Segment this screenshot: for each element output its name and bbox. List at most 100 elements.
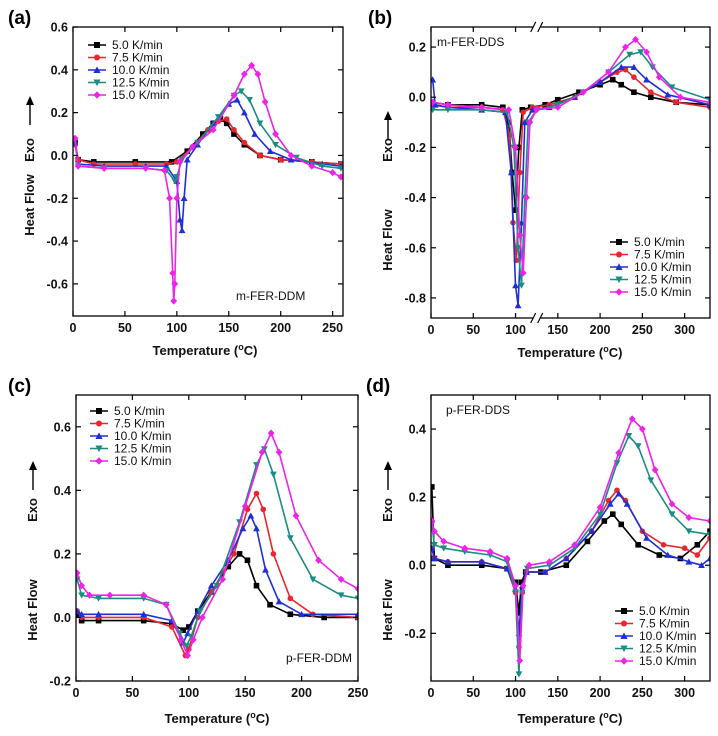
data-point xyxy=(525,561,533,569)
y-tick-label: 0.4 xyxy=(51,63,68,77)
y-tick-label: -0.4 xyxy=(46,235,68,249)
data-point xyxy=(196,608,204,615)
x-axis-title: Temperature (oC) xyxy=(518,344,623,360)
axis-break-mark xyxy=(530,312,537,324)
data-point xyxy=(236,551,243,557)
exo-arrow-head xyxy=(26,96,34,105)
data-point xyxy=(681,545,688,552)
data-point xyxy=(258,448,266,456)
data-point xyxy=(648,94,654,101)
y-axis-title: Heat Flow xyxy=(380,578,395,640)
data-point xyxy=(287,595,294,602)
data-point xyxy=(618,521,625,528)
y-axis-title: Heat Flow xyxy=(25,578,40,640)
data-point xyxy=(95,595,102,602)
data-point xyxy=(95,610,102,618)
degree-sup: o xyxy=(603,344,609,354)
data-point xyxy=(166,194,173,202)
x-tick-label: 150 xyxy=(235,686,256,700)
data-point xyxy=(632,35,639,44)
data-point xyxy=(588,527,596,534)
x-tick-label: 150 xyxy=(218,321,239,335)
series-group xyxy=(73,61,343,305)
data-point xyxy=(533,106,541,114)
data-point xyxy=(698,561,705,569)
data-point xyxy=(620,632,628,639)
data-point xyxy=(512,143,519,152)
data-point xyxy=(431,555,438,562)
data-point xyxy=(628,415,636,423)
data-point xyxy=(571,545,579,552)
series-line xyxy=(74,118,341,165)
legend-label: 10.0 K/min xyxy=(114,429,171,443)
data-point xyxy=(239,525,247,532)
data-point xyxy=(620,657,628,665)
data-point xyxy=(621,620,627,627)
data-point xyxy=(664,551,672,558)
data-point xyxy=(180,627,186,633)
data-point xyxy=(606,500,614,507)
data-point xyxy=(601,518,608,524)
legend-label: 15.0 K/min xyxy=(639,654,696,668)
data-point xyxy=(270,471,277,478)
data-point xyxy=(461,548,469,556)
data-point xyxy=(431,106,437,114)
data-point xyxy=(516,169,523,176)
data-point xyxy=(78,582,86,590)
data-point xyxy=(189,143,196,151)
data-point xyxy=(176,216,184,223)
data-point xyxy=(584,538,591,545)
panel-3: (d) 0 50 100 150 200 250 300 -0.2 0.0 0.2 0.4 Exo Hea… xyxy=(366,376,711,726)
y-axis-title: Heat Flow xyxy=(380,208,395,270)
series-group xyxy=(431,35,710,309)
data-point xyxy=(685,528,693,535)
x-tick-label: 250 xyxy=(348,686,369,700)
data-point xyxy=(240,70,248,78)
exo-label: Exo xyxy=(380,498,395,522)
data-point xyxy=(668,84,676,91)
data-point xyxy=(223,116,230,122)
series-line xyxy=(76,448,358,647)
data-point xyxy=(287,611,294,618)
data-point xyxy=(609,76,616,83)
exo-arrow-head xyxy=(384,461,392,470)
data-point xyxy=(189,636,197,644)
data-point xyxy=(685,513,693,522)
legend-label: 15.0 K/min xyxy=(634,285,691,299)
data-point xyxy=(169,621,175,627)
data-point xyxy=(176,158,184,166)
x-tick-label: 0 xyxy=(428,686,435,700)
y-tick-label: 0.0 xyxy=(409,559,426,573)
data-point xyxy=(142,164,150,172)
data-point xyxy=(545,562,553,569)
x-tick-label: 250 xyxy=(322,321,343,335)
data-point xyxy=(244,557,251,564)
data-point xyxy=(478,562,485,569)
data-point xyxy=(272,141,279,149)
y-tick-label: -0.2 xyxy=(404,627,426,641)
series-group xyxy=(431,415,710,678)
data-point xyxy=(223,120,230,127)
y-tick-label: -0.2 xyxy=(46,192,68,206)
data-point xyxy=(237,88,245,95)
legend-label: 5.0 K/min xyxy=(634,235,685,249)
legend-label: 10.0 K/min xyxy=(112,63,169,77)
x-tick-label: 250 xyxy=(632,323,653,337)
sample-label: m-FER-DDM xyxy=(236,289,305,303)
x-axis-title: Temperature (oC) xyxy=(165,710,270,726)
data-point xyxy=(631,74,637,80)
data-point xyxy=(440,545,448,552)
series-line xyxy=(76,492,358,657)
data-point xyxy=(660,542,667,548)
data-point xyxy=(298,610,305,618)
x-tick-label: 250 xyxy=(632,686,653,700)
data-point xyxy=(198,613,206,622)
data-point xyxy=(431,527,438,535)
data-point xyxy=(318,163,326,170)
x-tick-label: 150 xyxy=(547,323,568,337)
data-point xyxy=(275,448,283,456)
x-tick-label: 0 xyxy=(428,323,435,337)
data-point xyxy=(596,503,604,511)
data-point xyxy=(240,109,248,116)
data-point xyxy=(622,66,629,73)
